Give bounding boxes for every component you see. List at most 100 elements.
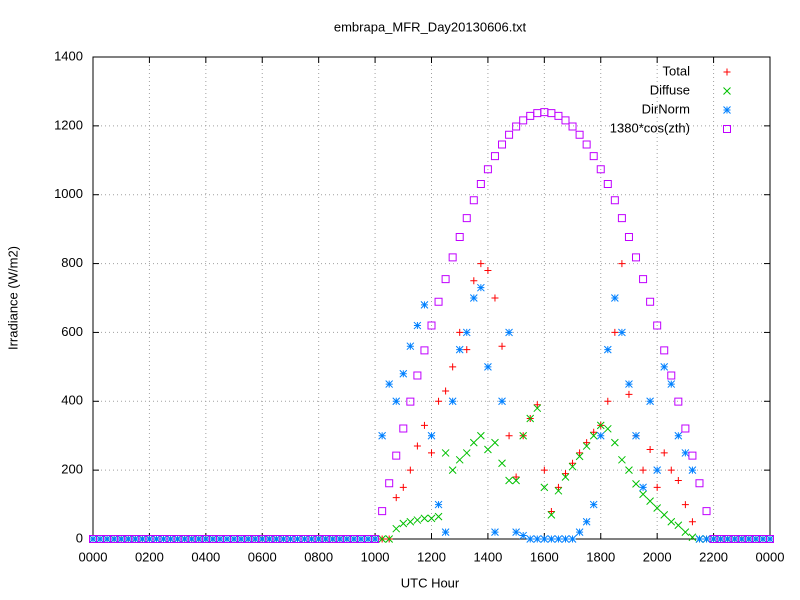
point bbox=[378, 507, 387, 516]
point bbox=[723, 535, 732, 543]
point bbox=[399, 369, 408, 378]
point bbox=[378, 535, 386, 543]
point bbox=[596, 165, 605, 174]
y-tick-label: 200 bbox=[61, 462, 83, 477]
point bbox=[434, 500, 443, 509]
point bbox=[449, 363, 457, 371]
point bbox=[491, 438, 499, 447]
point bbox=[462, 214, 471, 223]
point bbox=[392, 524, 401, 533]
point bbox=[428, 449, 435, 457]
point bbox=[604, 397, 612, 405]
chart-title: embrapa_MFR_Day20130606.txt bbox=[334, 19, 527, 34]
point bbox=[505, 130, 514, 139]
point bbox=[385, 380, 394, 388]
point bbox=[646, 297, 655, 306]
point bbox=[590, 428, 598, 436]
x-tick-label: 2000 bbox=[643, 549, 672, 564]
point bbox=[576, 449, 584, 457]
point bbox=[540, 483, 549, 492]
x-tick-label: 1600 bbox=[530, 549, 559, 564]
point bbox=[646, 497, 654, 505]
legend-marker bbox=[723, 87, 731, 95]
point bbox=[420, 301, 429, 309]
point bbox=[477, 283, 485, 292]
point bbox=[124, 535, 133, 543]
point bbox=[674, 397, 683, 406]
point bbox=[399, 424, 408, 433]
point bbox=[434, 512, 443, 521]
point bbox=[618, 328, 626, 337]
point bbox=[695, 479, 704, 488]
point bbox=[561, 470, 569, 478]
point bbox=[131, 535, 140, 543]
point bbox=[462, 449, 471, 457]
point bbox=[611, 438, 619, 447]
point bbox=[603, 180, 612, 189]
point bbox=[625, 380, 633, 388]
x-tick-label: 0400 bbox=[191, 549, 220, 564]
point bbox=[660, 449, 668, 457]
point bbox=[455, 345, 464, 354]
point bbox=[547, 507, 555, 515]
point bbox=[477, 260, 485, 268]
y-tick-label: 1200 bbox=[54, 117, 83, 132]
point bbox=[681, 424, 690, 433]
point bbox=[589, 500, 598, 509]
point bbox=[618, 260, 626, 268]
point bbox=[512, 473, 520, 481]
point bbox=[406, 466, 414, 474]
x-axis-label: UTC Hour bbox=[401, 575, 460, 590]
y-tick-label: 600 bbox=[61, 324, 83, 339]
point bbox=[617, 214, 626, 223]
point bbox=[766, 535, 774, 543]
point bbox=[625, 466, 633, 474]
point bbox=[307, 535, 316, 543]
point bbox=[526, 414, 535, 423]
legend-marker bbox=[723, 125, 731, 133]
point bbox=[371, 535, 380, 543]
point bbox=[209, 535, 217, 543]
y-tick-label: 800 bbox=[61, 255, 83, 270]
point bbox=[463, 346, 471, 354]
point bbox=[681, 449, 690, 457]
x-tick-label: 0200 bbox=[135, 549, 164, 564]
legend-label: Diffuse bbox=[650, 82, 690, 97]
x-tick-label: 1800 bbox=[586, 549, 615, 564]
point bbox=[441, 449, 450, 457]
x-tick-label: 1200 bbox=[417, 549, 446, 564]
point bbox=[258, 535, 267, 543]
point bbox=[456, 328, 464, 336]
point bbox=[420, 421, 428, 429]
point bbox=[660, 346, 669, 355]
point bbox=[300, 535, 309, 543]
point bbox=[498, 140, 507, 149]
point bbox=[427, 321, 436, 330]
point bbox=[554, 111, 563, 120]
point bbox=[611, 294, 619, 302]
point bbox=[632, 431, 640, 440]
point bbox=[335, 535, 344, 543]
point bbox=[660, 363, 669, 371]
point bbox=[589, 152, 598, 161]
legend-marker bbox=[723, 106, 731, 114]
point bbox=[526, 111, 535, 120]
point bbox=[611, 328, 619, 336]
y-tick-label: 1000 bbox=[54, 186, 83, 201]
point bbox=[639, 466, 647, 474]
point bbox=[279, 535, 288, 543]
point bbox=[293, 535, 302, 543]
point bbox=[448, 466, 457, 474]
point bbox=[110, 535, 119, 543]
point bbox=[166, 535, 175, 543]
point bbox=[646, 397, 654, 406]
point bbox=[272, 535, 281, 543]
point bbox=[639, 490, 647, 499]
point bbox=[505, 432, 513, 440]
point bbox=[695, 535, 704, 543]
point bbox=[653, 483, 661, 491]
y-tick-label: 400 bbox=[61, 393, 83, 408]
x-tick-label: 1400 bbox=[473, 549, 502, 564]
point bbox=[145, 535, 154, 543]
